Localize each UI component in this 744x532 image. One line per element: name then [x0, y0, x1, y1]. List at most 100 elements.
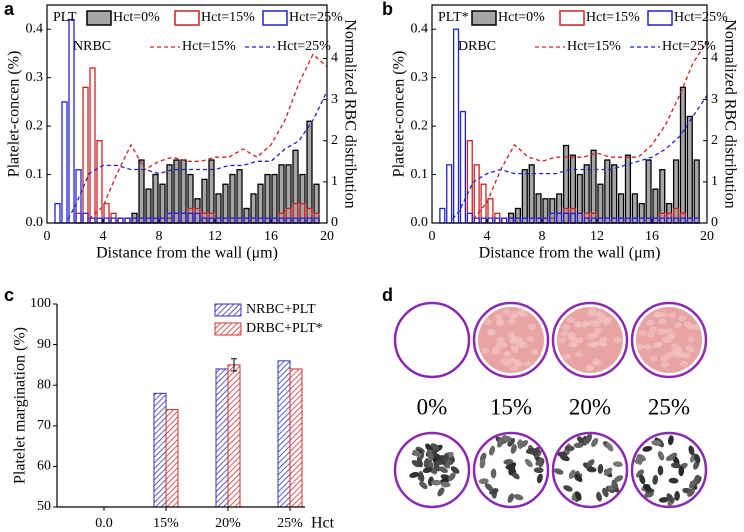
legend-group: DRBC — [458, 39, 496, 54]
hist-bar — [583, 164, 590, 224]
platelet — [409, 471, 420, 478]
platelet — [643, 483, 652, 492]
y2-tick-label: 2 — [711, 133, 718, 148]
rbc — [526, 336, 535, 343]
x-axis-title: Distance from the wall (μm) — [479, 245, 661, 262]
platelet — [674, 490, 680, 501]
hist-bar — [299, 173, 306, 224]
hist-bar — [243, 207, 250, 224]
hist-bar — [103, 217, 110, 224]
rbc — [643, 344, 652, 351]
y-tick-label: 0.0 — [26, 215, 44, 230]
platelet-image — [630, 431, 708, 509]
y2-tick-label: 0 — [331, 215, 338, 230]
hist-bar — [306, 120, 313, 224]
y-axis-title: Platelet margination (%) — [12, 327, 29, 484]
vessel — [472, 301, 550, 379]
hist-bar — [271, 173, 278, 224]
rbc-line — [88, 53, 328, 220]
platelet — [524, 458, 533, 468]
hist-bar — [679, 86, 687, 224]
cell-image — [472, 301, 550, 379]
hist-bar — [159, 183, 166, 224]
platelet-image — [551, 431, 629, 509]
y2-tick-label: 1 — [711, 174, 718, 189]
x-tick-label: 12 — [590, 229, 604, 244]
vessel — [472, 431, 550, 509]
hist-bar — [124, 217, 131, 224]
rbc — [512, 359, 521, 366]
rbc-line — [67, 91, 328, 220]
platelet — [536, 473, 543, 484]
rbc — [658, 318, 667, 325]
platelet — [670, 462, 681, 469]
y2-tick-label: 4 — [711, 51, 718, 66]
y-tick-label: 0.0 — [411, 215, 429, 230]
hist-bar — [187, 173, 194, 224]
hist-bar — [576, 173, 583, 224]
legend-swatch — [559, 10, 585, 26]
y2-tick-label: 4 — [331, 51, 338, 66]
platelet — [611, 479, 618, 490]
hist-bar — [672, 159, 680, 224]
legend-label: Hct=0% — [113, 10, 160, 25]
y-tick-label: 50 — [37, 499, 51, 514]
hist-bar — [494, 217, 501, 224]
y-tick-label: 0.2 — [411, 118, 429, 133]
hist-bar — [514, 207, 522, 224]
y-tick-label: 0.1 — [411, 167, 429, 182]
legend-swatch — [214, 322, 242, 336]
hist-bar — [645, 159, 652, 224]
hist-bar — [446, 164, 453, 224]
legend-label: NRBC+PLT — [246, 302, 316, 317]
legend-label: Hct=25% — [662, 39, 716, 54]
platelet — [430, 443, 440, 451]
platelet — [519, 440, 529, 448]
hist-bar — [452, 28, 460, 224]
hist-bar — [278, 164, 285, 224]
rbc — [653, 311, 662, 318]
y-tick-label: 0.2 — [26, 118, 44, 133]
platelet — [427, 451, 434, 462]
x-tick-label: 16 — [645, 229, 659, 244]
panel-label: d — [382, 285, 393, 305]
platelet — [563, 485, 573, 492]
rbc — [481, 347, 490, 354]
rbc — [655, 341, 664, 348]
y2-tick-label: 0 — [711, 215, 718, 230]
rbc — [638, 329, 647, 336]
platelet — [657, 465, 664, 476]
x-tick-label: 4 — [100, 229, 107, 244]
platelet — [574, 473, 583, 483]
platelet — [513, 494, 524, 501]
y2-tick-label: 2 — [331, 133, 338, 148]
rbc — [499, 341, 508, 348]
platelet — [658, 497, 669, 503]
platelet — [657, 450, 665, 461]
platelet — [490, 468, 497, 479]
rbc — [496, 320, 505, 327]
rbc-line — [452, 95, 708, 220]
platelet — [639, 474, 646, 485]
hist-bar — [75, 169, 82, 224]
rbc — [687, 336, 696, 343]
rbc — [659, 311, 668, 318]
legend-swatch — [471, 10, 497, 26]
rbc — [685, 344, 694, 351]
rbc — [679, 352, 688, 359]
rbc — [683, 321, 692, 328]
rbc — [603, 316, 612, 323]
platelet — [665, 454, 676, 462]
y-tick-label: 60 — [37, 459, 51, 474]
rbc — [566, 317, 575, 324]
platelet — [689, 479, 697, 489]
hist-bar — [117, 217, 124, 224]
platelet — [602, 487, 609, 498]
x-axis-title: Distance from the wall (μm) — [96, 245, 278, 262]
rbc — [494, 313, 503, 320]
hist-bar — [597, 183, 604, 224]
legend-swatch — [262, 10, 288, 26]
hematocrit-label: 0% — [417, 394, 448, 419]
hist-bar — [693, 159, 700, 224]
platelet — [533, 467, 544, 474]
